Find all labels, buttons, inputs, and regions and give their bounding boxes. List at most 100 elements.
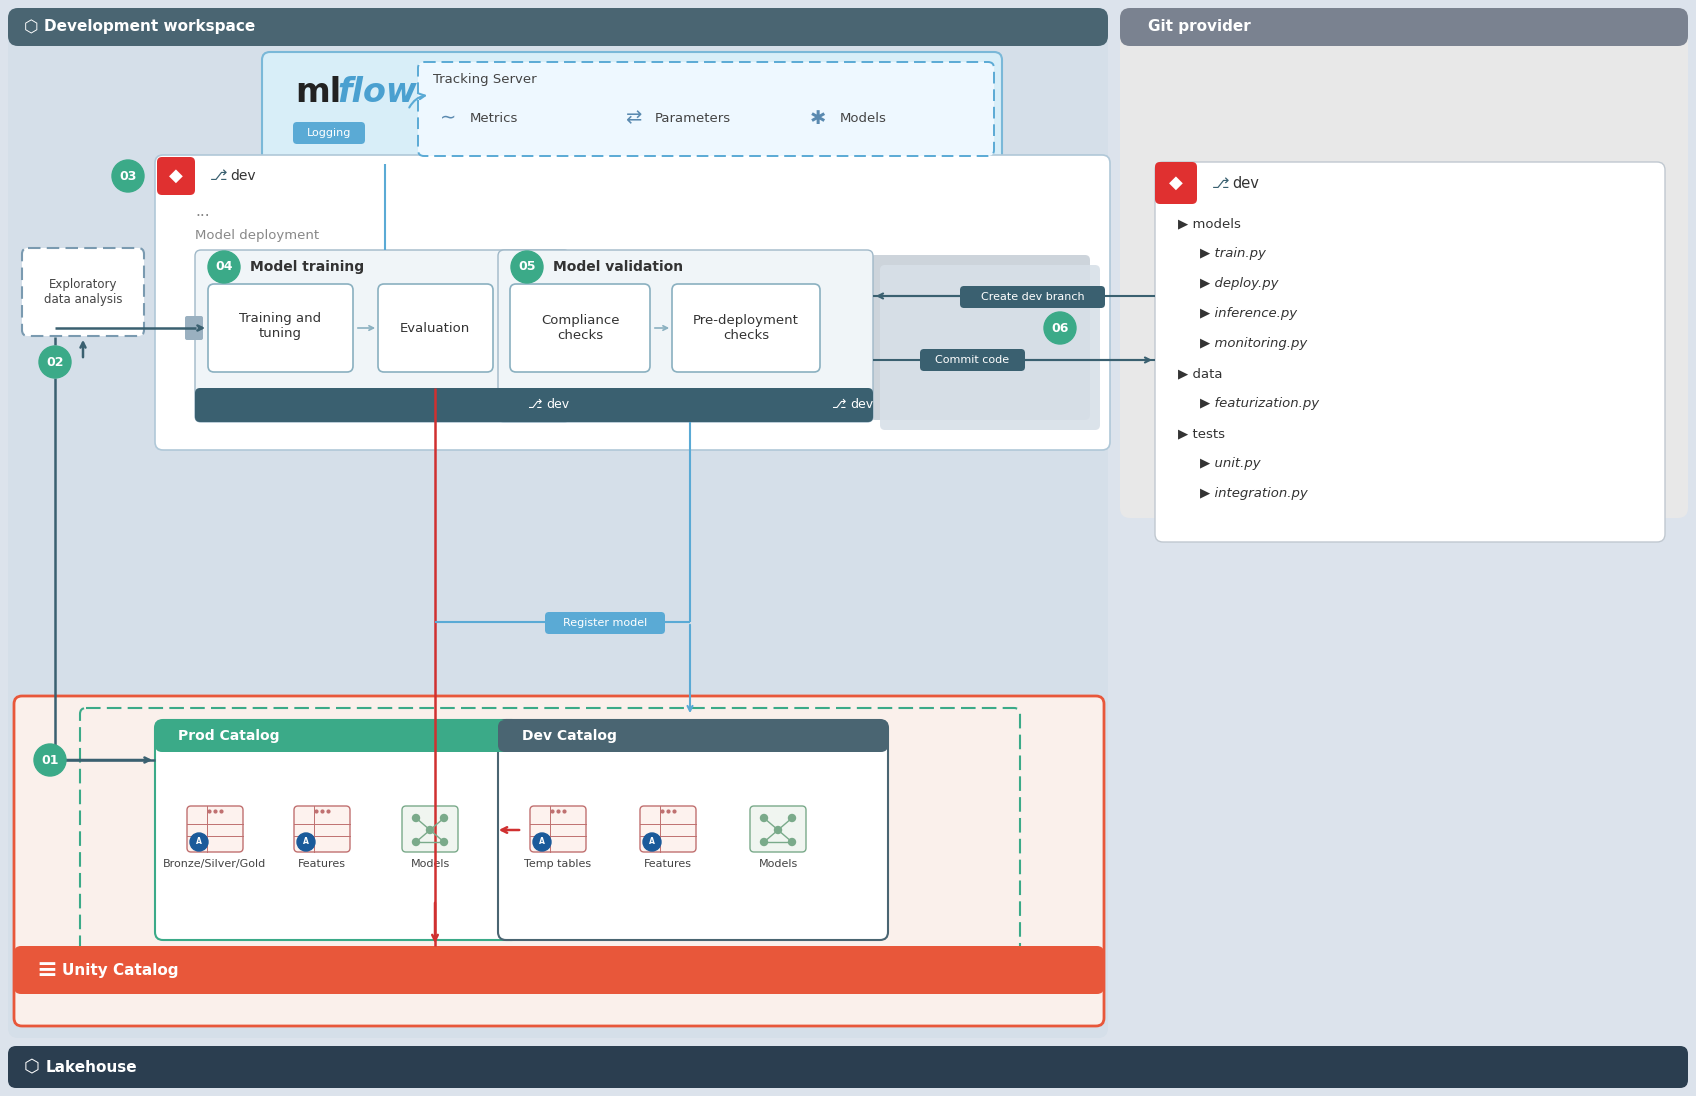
Text: A: A: [539, 837, 544, 846]
Circle shape: [441, 814, 448, 822]
FancyBboxPatch shape: [154, 155, 1109, 450]
Text: Tracking Server: Tracking Server: [432, 73, 536, 87]
Circle shape: [533, 833, 551, 850]
Text: ⬡: ⬡: [24, 1058, 39, 1076]
Text: Model deployment: Model deployment: [195, 229, 319, 242]
Text: ▶ integration.py: ▶ integration.py: [1201, 488, 1308, 501]
Text: Metrics: Metrics: [470, 112, 519, 125]
Text: ∼: ∼: [439, 109, 456, 127]
Text: ▶ tests: ▶ tests: [1179, 427, 1225, 441]
Circle shape: [775, 826, 782, 833]
Text: Model training: Model training: [249, 260, 365, 274]
Circle shape: [112, 160, 144, 192]
Text: ◆: ◆: [170, 167, 183, 185]
FancyBboxPatch shape: [22, 248, 144, 336]
Text: Model validation: Model validation: [553, 260, 683, 274]
Text: dev: dev: [850, 399, 873, 411]
FancyBboxPatch shape: [14, 946, 1104, 994]
FancyBboxPatch shape: [544, 612, 665, 633]
Text: ml: ml: [295, 76, 341, 109]
Text: A: A: [650, 837, 655, 846]
Text: 02: 02: [46, 355, 64, 368]
Circle shape: [643, 833, 661, 850]
Circle shape: [297, 833, 315, 850]
Text: Git provider: Git provider: [1148, 20, 1250, 34]
Text: Lakehouse: Lakehouse: [46, 1060, 137, 1074]
FancyBboxPatch shape: [529, 806, 587, 852]
Text: dev: dev: [231, 169, 256, 183]
FancyBboxPatch shape: [402, 806, 458, 852]
FancyBboxPatch shape: [919, 349, 1024, 372]
Text: Exploratory
data analysis: Exploratory data analysis: [44, 278, 122, 306]
Text: ≡: ≡: [36, 958, 58, 982]
FancyBboxPatch shape: [1155, 162, 1665, 543]
FancyBboxPatch shape: [1119, 8, 1688, 518]
Text: Training and
tuning: Training and tuning: [239, 312, 321, 340]
FancyBboxPatch shape: [154, 720, 521, 752]
FancyBboxPatch shape: [158, 157, 195, 195]
FancyBboxPatch shape: [750, 806, 806, 852]
Text: ▶ featurization.py: ▶ featurization.py: [1201, 398, 1319, 411]
Text: Bronze/Silver/Gold: Bronze/Silver/Gold: [163, 859, 266, 869]
Text: A: A: [304, 837, 309, 846]
Text: Models: Models: [410, 859, 449, 869]
Circle shape: [789, 838, 795, 845]
FancyBboxPatch shape: [960, 286, 1106, 308]
Circle shape: [209, 251, 241, 283]
FancyBboxPatch shape: [499, 720, 889, 752]
Text: Register model: Register model: [563, 618, 648, 628]
FancyBboxPatch shape: [293, 122, 365, 144]
Text: A: A: [197, 837, 202, 846]
FancyBboxPatch shape: [261, 52, 1002, 164]
Text: ✱: ✱: [809, 109, 826, 127]
Text: ▶ monitoring.py: ▶ monitoring.py: [1201, 338, 1308, 351]
FancyBboxPatch shape: [510, 284, 650, 372]
Circle shape: [1045, 312, 1075, 344]
FancyBboxPatch shape: [880, 265, 1101, 430]
Text: Features: Features: [298, 859, 346, 869]
Text: 04: 04: [215, 261, 232, 274]
Text: Evaluation: Evaluation: [400, 321, 470, 334]
Text: ⎇: ⎇: [1213, 175, 1230, 191]
Text: ▶ deploy.py: ▶ deploy.py: [1201, 277, 1279, 290]
Text: ▶ models: ▶ models: [1179, 217, 1241, 230]
Text: ▶ train.py: ▶ train.py: [1201, 248, 1265, 261]
Text: ▶ data: ▶ data: [1179, 367, 1223, 380]
Text: Unity Catalog: Unity Catalog: [63, 962, 178, 978]
FancyBboxPatch shape: [293, 806, 349, 852]
Text: ◆: ◆: [1169, 174, 1182, 192]
FancyBboxPatch shape: [1155, 162, 1197, 204]
FancyBboxPatch shape: [154, 720, 521, 940]
Circle shape: [760, 814, 768, 822]
FancyBboxPatch shape: [1119, 8, 1688, 46]
FancyBboxPatch shape: [195, 250, 570, 422]
Text: 03: 03: [119, 170, 137, 183]
Text: Dev Catalog: Dev Catalog: [522, 729, 617, 743]
Circle shape: [760, 838, 768, 845]
Text: ⎇: ⎇: [527, 399, 543, 411]
Text: dev: dev: [546, 399, 570, 411]
Text: dev: dev: [1231, 175, 1258, 191]
Circle shape: [34, 744, 66, 776]
Text: Create dev branch: Create dev branch: [980, 292, 1084, 302]
FancyBboxPatch shape: [8, 1046, 1688, 1088]
FancyBboxPatch shape: [499, 250, 873, 422]
Text: ⎇: ⎇: [833, 399, 846, 411]
Text: Pre-deployment
checks: Pre-deployment checks: [694, 313, 799, 342]
Text: Models: Models: [758, 859, 797, 869]
FancyBboxPatch shape: [499, 720, 889, 940]
Text: ⎇: ⎇: [210, 169, 227, 183]
FancyBboxPatch shape: [195, 388, 570, 422]
Text: Compliance
checks: Compliance checks: [541, 313, 619, 342]
FancyBboxPatch shape: [870, 255, 1091, 420]
Text: 01: 01: [41, 754, 59, 766]
Circle shape: [789, 814, 795, 822]
Text: ▶ unit.py: ▶ unit.py: [1201, 457, 1260, 470]
FancyBboxPatch shape: [417, 62, 994, 156]
Text: Commit code: Commit code: [936, 355, 1009, 365]
Circle shape: [412, 838, 419, 845]
Circle shape: [441, 838, 448, 845]
Text: Development workspace: Development workspace: [44, 20, 256, 34]
Text: 06: 06: [1052, 321, 1068, 334]
Text: Models: Models: [840, 112, 887, 125]
